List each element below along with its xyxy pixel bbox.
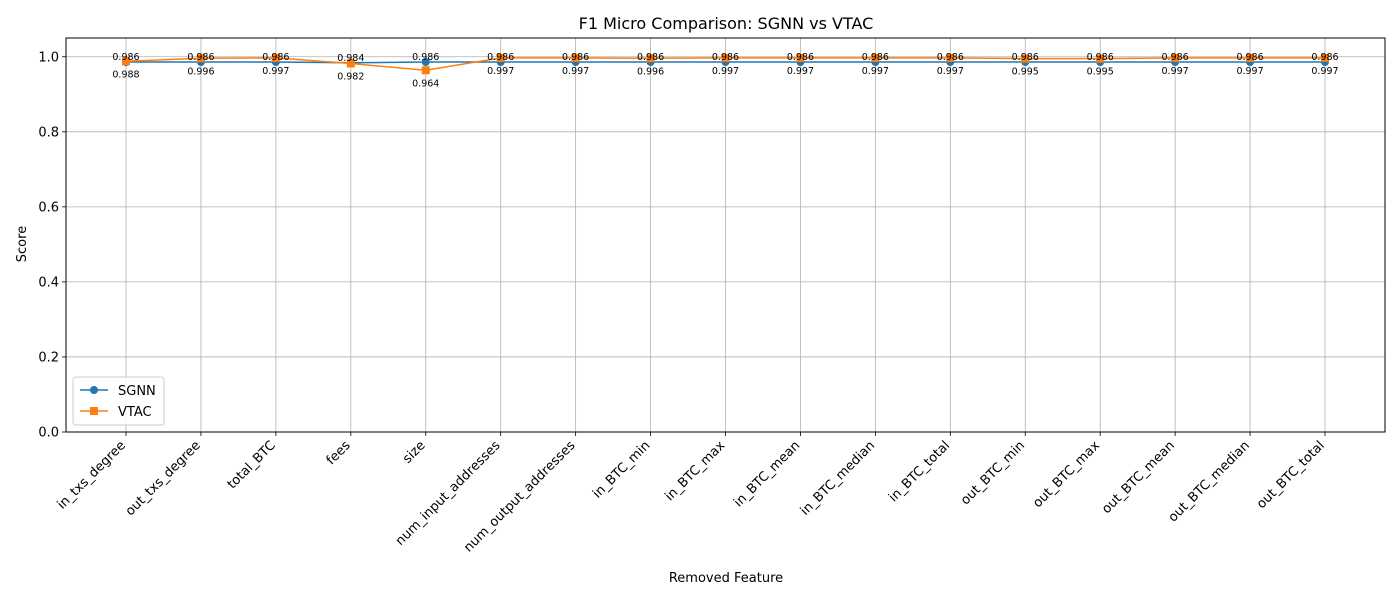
data-label-sgnn: 0.986: [937, 52, 964, 63]
x-tick-label: out_BTC_min: [958, 438, 1028, 508]
x-tick-label: out_BTC_max: [1030, 438, 1103, 511]
data-label-vtac: 0.988: [112, 69, 139, 80]
series-layer: [122, 53, 1329, 75]
data-label-vtac: 0.997: [787, 66, 814, 77]
legend-marker-vtac: [90, 407, 98, 415]
point-vtac: [1246, 53, 1255, 62]
data-label-sgnn: 0.986: [637, 52, 664, 63]
point-vtac: [646, 54, 655, 63]
x-tick-label: in_BTC_max: [662, 438, 728, 504]
data-label-vtac: 0.997: [712, 66, 739, 77]
data-label-sgnn: 0.986: [787, 52, 814, 63]
point-vtac: [946, 53, 955, 62]
data-label-vtac: 0.997: [262, 66, 289, 77]
y-axis-label: Score: [15, 226, 30, 262]
data-label-vtac: 0.997: [562, 66, 589, 77]
legend: SGNN VTAC: [72, 376, 165, 426]
data-label-vtac: 0.996: [637, 66, 664, 77]
data-label-vtac: 0.997: [937, 66, 964, 77]
y-tick-label: 1.0: [38, 50, 59, 65]
point-vtac: [421, 66, 430, 75]
y-tick-label: 0.0: [38, 426, 59, 441]
y-tick-label: 0.8: [38, 125, 59, 140]
x-tick-label: size: [400, 438, 428, 466]
data-label-vtac: 0.997: [487, 66, 514, 77]
data-label-vtac: 0.995: [1012, 67, 1039, 78]
grid: [66, 38, 1385, 433]
point-vtac: [796, 53, 805, 62]
data-labels: 0.986 0.986 0.986 0.984 0.986 0.986 0.986 0.986…: [112, 52, 1338, 89]
x-tick-label: out_BTC_total: [1254, 438, 1328, 512]
x-tick-label: total_BTC: [225, 438, 279, 492]
y-tick-label: 0.4: [38, 275, 59, 290]
point-vtac: [271, 53, 280, 62]
point-vtac: [346, 59, 355, 68]
x-tick-label: out_BTC_mean: [1099, 438, 1178, 517]
chart-title: F1 Micro Comparison: SGNN vs VTAC: [579, 14, 874, 33]
legend-label-vtac: VTAC: [118, 405, 152, 420]
data-label-vtac: 0.997: [862, 66, 889, 77]
data-label-sgnn: 0.986: [487, 52, 514, 63]
x-tick-label: in_txs_degree: [55, 438, 129, 512]
x-tick-label: in_BTC_median: [798, 438, 878, 518]
x-tick-label: in_BTC_min: [590, 438, 653, 501]
legend-label-sgnn: SGNN: [118, 384, 156, 399]
point-vtac: [496, 53, 505, 62]
y-tick-label: 0.2: [38, 350, 59, 365]
x-tick-label: fees: [324, 438, 354, 468]
data-label-sgnn: 0.986: [262, 52, 289, 63]
data-label-sgnn: 0.986: [1236, 52, 1263, 63]
point-vtac: [122, 57, 130, 66]
data-label-vtac: 0.997: [1162, 66, 1189, 77]
data-label-sgnn: 0.986: [1087, 52, 1114, 63]
y-ticks: 0.0 0.2 0.4 0.6 0.8 1.0: [38, 50, 66, 441]
data-label-sgnn: 0.986: [562, 52, 589, 63]
point-vtac: [571, 53, 580, 62]
x-tick-label: out_txs_degree: [123, 438, 204, 519]
x-tick-label: out_BTC_median: [1166, 438, 1253, 525]
point-vtac: [1171, 53, 1180, 62]
data-label-sgnn: 0.986: [862, 52, 889, 63]
data-label-vtac: 0.964: [412, 78, 439, 89]
point-vtac: [1096, 54, 1105, 63]
data-label-vtac: 0.995: [1087, 67, 1114, 78]
data-label-sgnn: 0.986: [412, 52, 439, 63]
data-label-sgnn: 0.986: [712, 52, 739, 63]
data-label-sgnn: 0.986: [1311, 52, 1338, 63]
point-vtac: [721, 53, 730, 62]
point-vtac: [871, 53, 880, 62]
data-label-sgnn: 0.986: [187, 52, 214, 63]
point-sgnn: [421, 58, 430, 67]
data-label-sgnn: 0.986: [1162, 52, 1189, 63]
data-label-vtac: 0.996: [187, 66, 214, 77]
data-label-sgnn: 0.986: [112, 52, 139, 63]
data-label-vtac: 0.997: [1236, 66, 1263, 77]
x-axis-label: Removed Feature: [669, 571, 783, 586]
point-vtac: [1321, 53, 1329, 62]
data-label-sgnn: 0.986: [1012, 52, 1039, 63]
legend-marker-sgnn: [90, 386, 98, 394]
data-label-sgnn: 0.984: [337, 53, 364, 64]
point-vtac: [196, 54, 205, 63]
data-label-vtac: 0.982: [337, 72, 364, 83]
x-tick-label: in_BTC_total: [886, 438, 953, 505]
data-label-vtac: 0.997: [1311, 66, 1338, 77]
y-tick-label: 0.6: [38, 200, 59, 215]
point-vtac: [1021, 54, 1030, 63]
x-tick-label: in_BTC_mean: [731, 438, 803, 510]
